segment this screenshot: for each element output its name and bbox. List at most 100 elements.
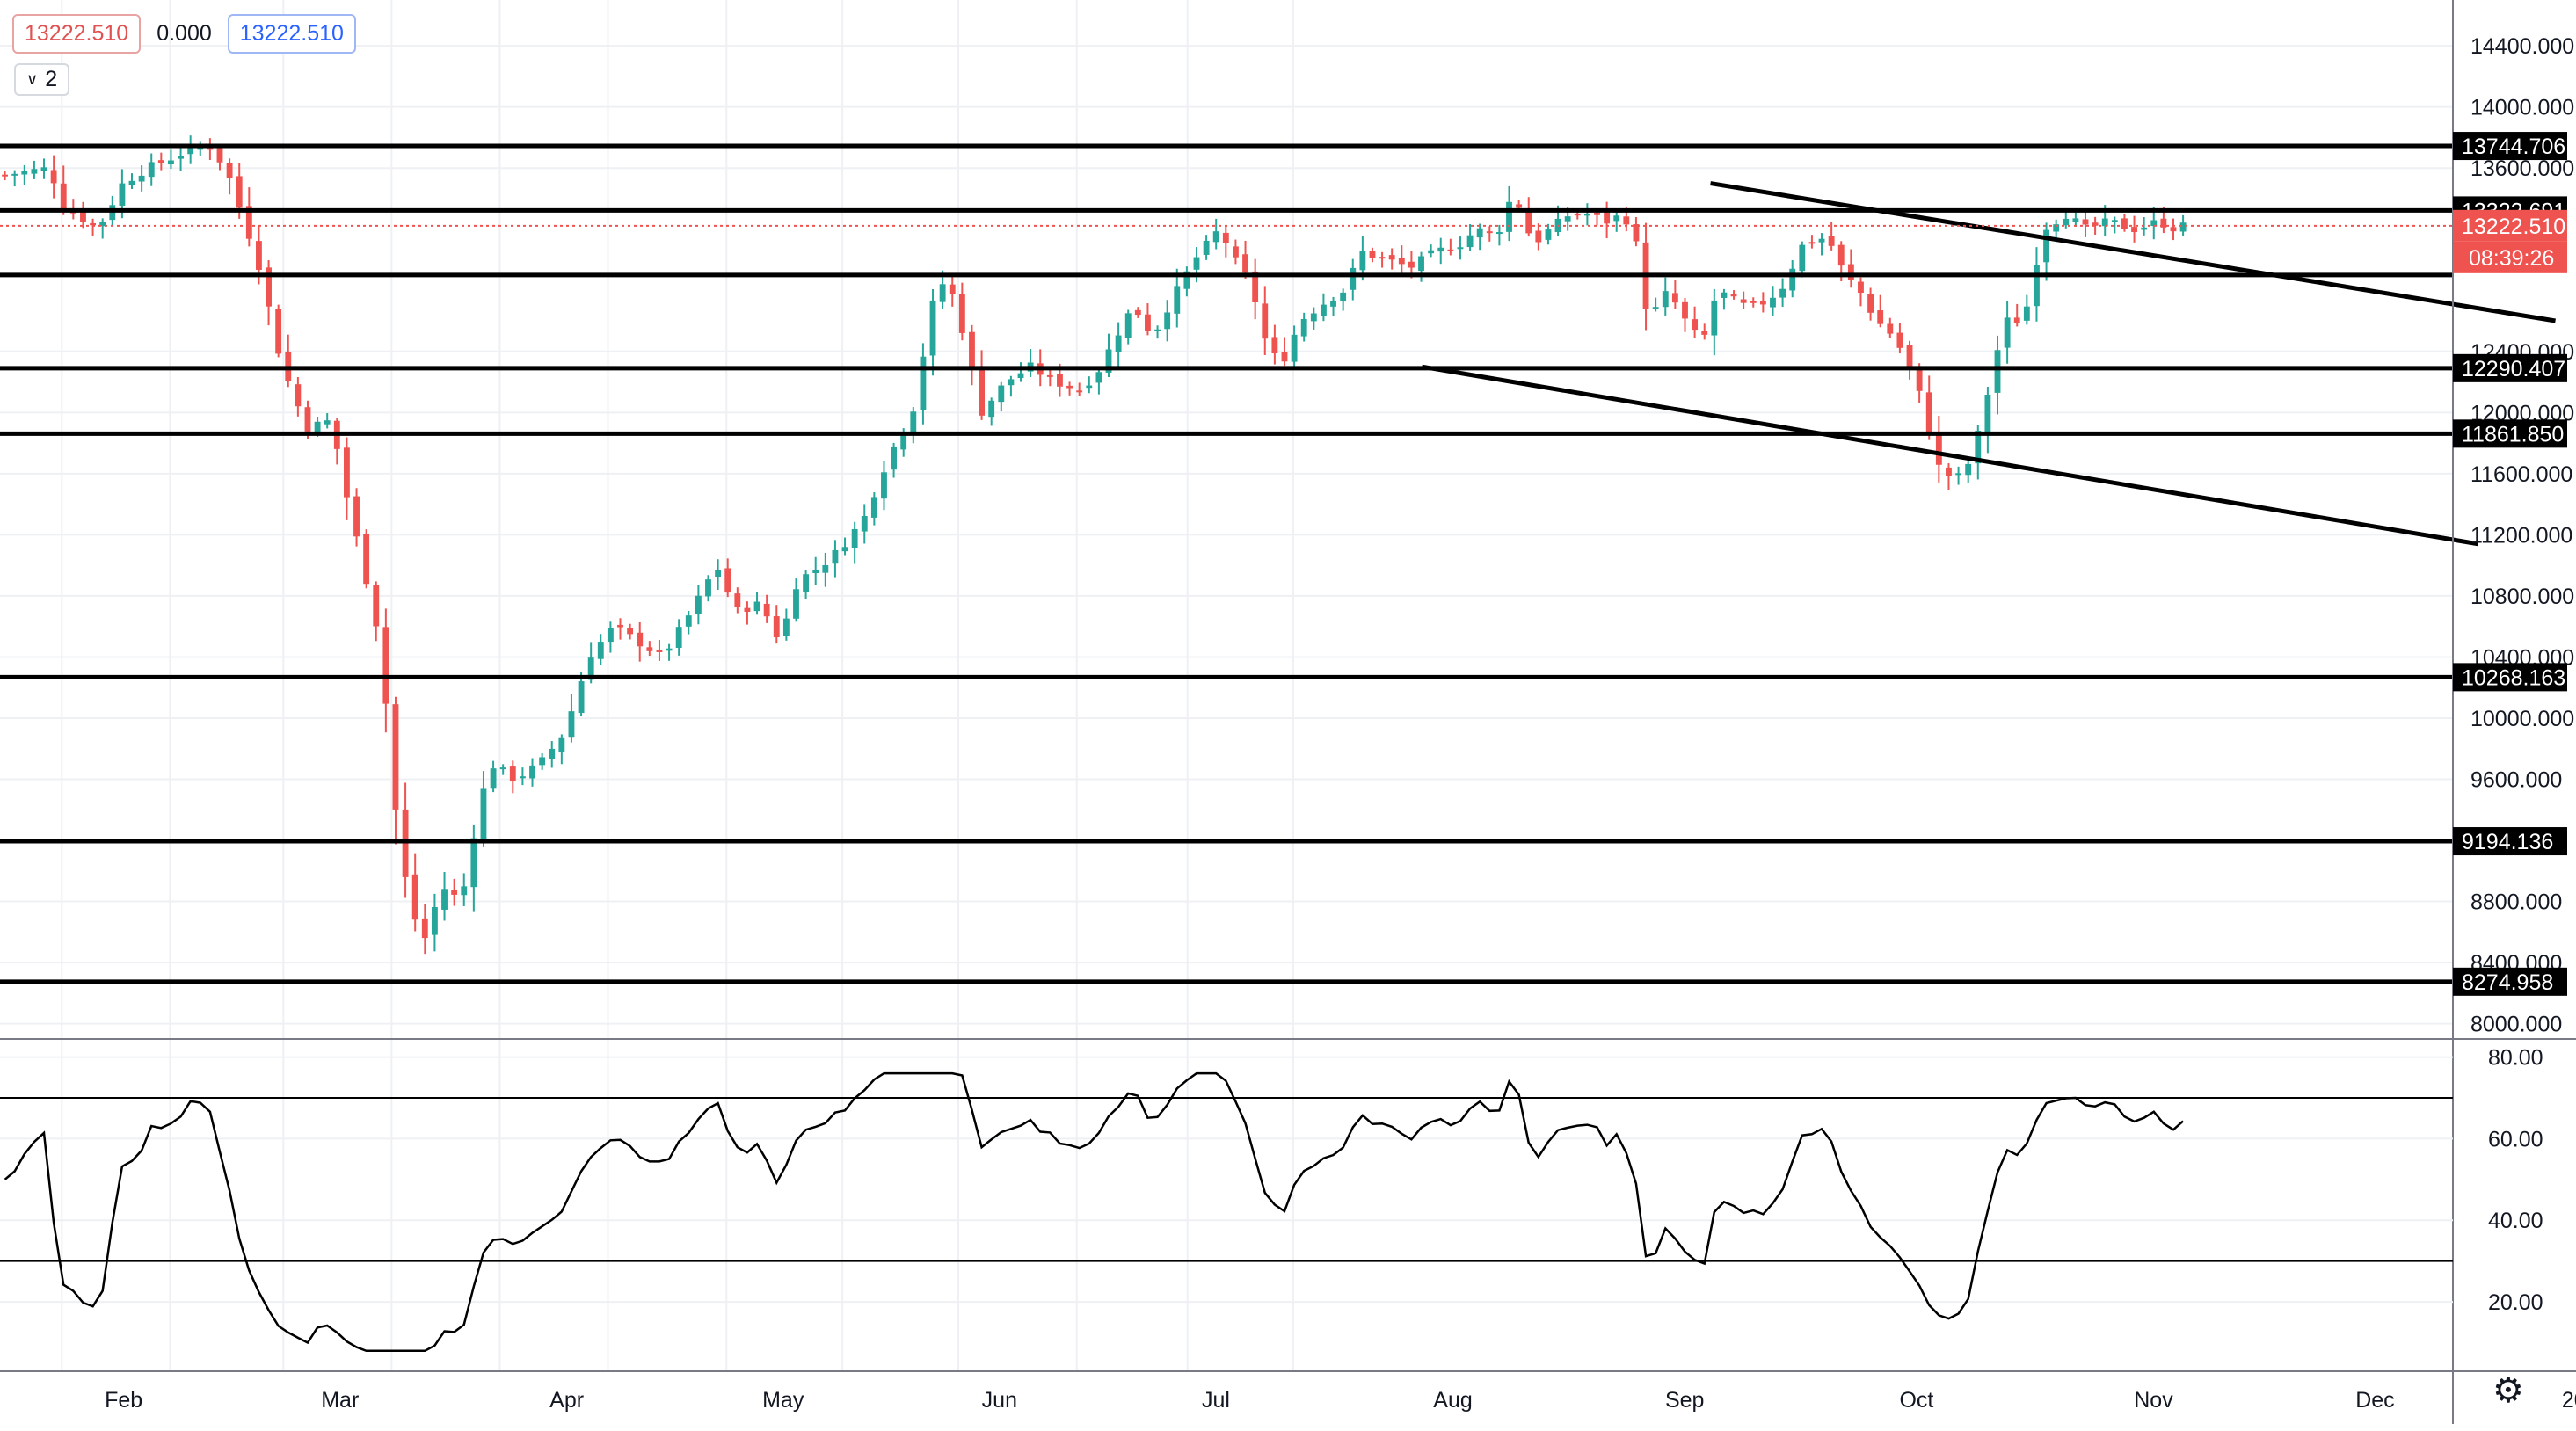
candle-body	[90, 222, 96, 226]
candle-body	[2043, 229, 2049, 263]
current-price-bg	[2453, 209, 2567, 242]
candle-body	[549, 748, 556, 759]
candle-body	[1388, 255, 1395, 260]
candle-body	[646, 647, 653, 651]
candle-body	[1057, 374, 1063, 387]
candle-body	[803, 574, 810, 592]
candle-body	[1008, 379, 1015, 386]
candle-body	[1203, 240, 1210, 255]
candle-body	[1242, 254, 1248, 273]
candle-body	[1896, 332, 1903, 348]
candle-body	[870, 497, 877, 518]
candle-body	[2111, 220, 2118, 222]
candle-body	[99, 222, 106, 227]
x-tick-label: Oct	[1899, 1388, 1933, 1413]
level-label-bg	[2453, 663, 2567, 692]
candle-body	[1799, 244, 1806, 272]
level-label-bg	[2453, 353, 2567, 382]
candle-body	[1320, 304, 1327, 316]
candle-body	[1115, 335, 1122, 352]
candle-body	[1789, 268, 1796, 291]
candle-body	[1867, 294, 1874, 313]
candle-body	[578, 681, 585, 714]
level-label: 12290.407	[2462, 357, 2565, 381]
candle-body	[2082, 219, 2089, 225]
candle-body	[1613, 215, 1620, 222]
candle-body	[675, 627, 682, 649]
candle-body	[2004, 317, 2011, 348]
y-tick-label: 11200.000	[2470, 523, 2572, 548]
candle-body	[1046, 374, 1053, 377]
candle-body	[373, 585, 380, 627]
candle-body	[1564, 216, 1571, 222]
candle-body	[2160, 218, 2167, 228]
candle-body	[80, 210, 86, 222]
candle-body	[597, 642, 604, 659]
level-label: 10268.163	[2462, 665, 2565, 690]
candle-body	[1652, 307, 1659, 309]
candle-body	[197, 147, 204, 150]
trendline	[1421, 364, 2479, 547]
candle-body	[1516, 204, 1523, 208]
candle-body	[138, 175, 145, 182]
candle-body	[1750, 301, 1757, 303]
candle-body	[1105, 349, 1112, 373]
osc-tick-label: 60.00	[2488, 1127, 2543, 1151]
candle-body	[1145, 314, 1151, 331]
candle-body	[1770, 297, 1776, 308]
candle-body	[939, 284, 946, 302]
candle-body	[1545, 229, 1552, 240]
candle-body	[11, 173, 18, 176]
candle-body	[470, 838, 477, 888]
candle-body	[1222, 232, 1229, 243]
candle-body	[724, 568, 731, 593]
x-tick-label: Dec	[2355, 1388, 2394, 1413]
candle-body	[568, 711, 575, 738]
level-label-bg	[2453, 419, 2567, 448]
candle-body	[666, 648, 673, 651]
candle-body	[1818, 238, 1825, 243]
candle-body	[832, 549, 839, 564]
candle-body	[2053, 224, 2060, 232]
candle-body	[734, 593, 741, 607]
candle-body	[1671, 293, 1678, 303]
level-label: 13744.706	[2462, 134, 2565, 159]
candle-body	[920, 356, 927, 410]
candle-body	[822, 564, 829, 573]
candle-body	[891, 447, 898, 470]
candle-body	[1183, 271, 1190, 289]
candle-body	[266, 267, 272, 307]
candle-body	[1359, 251, 1366, 271]
candle-body	[1066, 385, 1073, 389]
candle-body	[1437, 247, 1444, 252]
level-label-bg	[2453, 967, 2567, 996]
candle-body	[744, 607, 751, 612]
candle-body	[1877, 310, 1884, 324]
x-tick-label: Apr	[549, 1388, 584, 1413]
candle-body	[157, 160, 164, 163]
candle-body	[31, 169, 38, 174]
candle-body	[1740, 299, 1747, 303]
candle-body	[587, 657, 594, 680]
candle-body	[1212, 231, 1219, 243]
y-tick-label: 13600.000	[2470, 156, 2574, 181]
gear-icon[interactable]: ⚙	[2492, 1371, 2524, 1410]
candle-body	[1408, 261, 1415, 268]
candle-body	[1233, 246, 1239, 258]
candle-body	[1916, 367, 1923, 391]
study-toggle-button[interactable]: ∨ 2	[14, 63, 70, 96]
candle-body	[1291, 334, 1298, 362]
candle-body	[1379, 257, 1386, 259]
candle-body	[539, 757, 546, 766]
candle-body	[1837, 244, 1845, 266]
candle-body	[988, 400, 995, 418]
y-tick-label: 14400.000	[2470, 34, 2574, 59]
candle-body	[168, 160, 174, 165]
candle-body	[715, 570, 722, 577]
candle-body	[1965, 463, 1972, 476]
candle-body	[763, 603, 770, 617]
candle-body	[148, 162, 155, 178]
candle-body	[314, 421, 321, 434]
candle-body	[958, 294, 965, 333]
